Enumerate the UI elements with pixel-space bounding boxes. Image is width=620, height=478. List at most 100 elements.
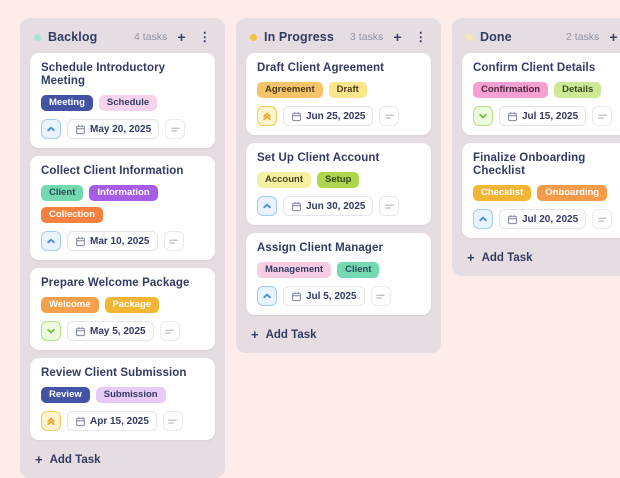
tag-list: Review Submission bbox=[41, 387, 204, 403]
add-task-label: Add Task bbox=[49, 453, 101, 466]
due-date-chip: Apr 15, 2025 bbox=[67, 411, 157, 431]
card-meta-row: Jul 15, 2025 bbox=[473, 106, 620, 126]
column-menu-icon[interactable]: ⋮ bbox=[196, 31, 214, 44]
due-date-label: Jun 25, 2025 bbox=[306, 110, 366, 122]
column-task-count: 4 tasks bbox=[134, 31, 168, 43]
task-card[interactable]: Set Up Client Account Account Setup Jun 3… bbox=[246, 143, 431, 225]
kanban-column: Done 2 tasks + ⋮ Confirm Client Details … bbox=[452, 18, 620, 276]
chevron-up-icon bbox=[479, 216, 487, 222]
plus-icon: + bbox=[467, 250, 475, 265]
task-card[interactable]: Schedule Introductory Meeting Meeting Sch… bbox=[30, 53, 215, 148]
task-title: Prepare Welcome Package bbox=[41, 277, 190, 289]
due-date-label: Apr 15, 2025 bbox=[90, 415, 149, 427]
plus-icon: + bbox=[35, 452, 43, 467]
priority-low-badge bbox=[41, 321, 61, 341]
tag-pill: Details bbox=[554, 82, 602, 98]
task-card[interactable]: Confirm Client Details Confirmation Detai… bbox=[462, 53, 620, 135]
description-icon bbox=[379, 196, 400, 216]
tag-pill: Confirmation bbox=[473, 82, 549, 98]
description-icon bbox=[163, 231, 184, 251]
description-icon bbox=[162, 411, 183, 431]
tag-pill: Information bbox=[89, 185, 158, 201]
card-meta-row: Jun 30, 2025 bbox=[257, 196, 420, 216]
calendar-icon bbox=[75, 236, 86, 247]
chevron-up-icon bbox=[47, 238, 55, 244]
description-icon bbox=[592, 106, 613, 126]
chevron-up-icon bbox=[263, 293, 271, 299]
due-date-label: Jul 20, 2025 bbox=[522, 213, 579, 225]
card-list: Confirm Client Details Confirmation Detai… bbox=[462, 53, 620, 238]
priority-low-badge bbox=[473, 106, 493, 126]
tag-list: Checklist Onboarding bbox=[473, 185, 620, 201]
description-icon bbox=[379, 106, 400, 126]
tag-pill: Welcome bbox=[41, 297, 99, 313]
add-card-plus-icon[interactable]: + bbox=[390, 30, 404, 44]
tag-pill: Client bbox=[41, 185, 84, 201]
due-date-label: May 5, 2025 bbox=[90, 325, 146, 337]
calendar-icon bbox=[507, 214, 518, 225]
card-meta-row: Jul 5, 2025 bbox=[257, 286, 420, 306]
tag-list: Agreement Draft bbox=[257, 82, 420, 98]
priority-medium-badge bbox=[473, 209, 493, 229]
tag-pill: Client bbox=[337, 262, 380, 278]
calendar-icon bbox=[291, 111, 302, 122]
tag-pill: Management bbox=[257, 262, 332, 278]
priority-medium-badge bbox=[41, 119, 61, 139]
tag-pill: Collection bbox=[41, 207, 103, 223]
due-date-chip: Jun 25, 2025 bbox=[283, 106, 374, 126]
task-card[interactable]: Finalize Onboarding Checklist Checklist O… bbox=[462, 143, 620, 238]
tag-pill: Schedule bbox=[98, 95, 158, 111]
add-card-plus-icon[interactable]: + bbox=[606, 30, 620, 44]
card-list: Schedule Introductory Meeting Meeting Sch… bbox=[30, 53, 215, 440]
description-icon bbox=[165, 119, 186, 139]
column-header: In Progress 3 tasks + ⋮ bbox=[246, 26, 431, 53]
column-status-dot bbox=[466, 33, 473, 41]
kanban-column: Backlog 4 tasks + ⋮ Schedule Introductor… bbox=[20, 18, 225, 478]
task-card[interactable]: Draft Client Agreement Agreement Draft Ju… bbox=[246, 53, 431, 135]
add-task-label: Add Task bbox=[265, 328, 317, 341]
calendar-icon bbox=[75, 416, 86, 427]
add-task-button[interactable]: + Add Task bbox=[462, 249, 535, 266]
tag-pill: Checklist bbox=[473, 185, 532, 201]
task-title: Draft Client Agreement bbox=[257, 62, 385, 74]
due-date-label: May 20, 2025 bbox=[90, 123, 152, 135]
due-date-label: Jun 30, 2025 bbox=[306, 200, 366, 212]
column-menu-icon[interactable]: ⋮ bbox=[412, 31, 430, 44]
tag-pill: Review bbox=[41, 387, 90, 403]
priority-high-badge bbox=[257, 106, 277, 126]
tag-pill: Meeting bbox=[41, 95, 93, 111]
task-title: Schedule Introductory Meeting bbox=[41, 62, 166, 87]
tag-list: Account Setup bbox=[257, 172, 420, 188]
due-date-chip: May 5, 2025 bbox=[67, 321, 154, 341]
chevron-up-icon bbox=[47, 126, 55, 132]
tag-pill: Package bbox=[104, 297, 160, 313]
priority-medium-badge bbox=[257, 196, 277, 216]
column-title: In Progress bbox=[264, 30, 334, 44]
task-card[interactable]: Prepare Welcome Package Welcome Package M… bbox=[30, 268, 215, 350]
tag-list: Client Information Collection bbox=[41, 185, 204, 223]
chevrons-up-icon bbox=[47, 417, 55, 426]
card-meta-row: Jul 20, 2025 bbox=[473, 209, 620, 229]
due-date-label: Jul 15, 2025 bbox=[522, 110, 579, 122]
add-task-button[interactable]: + Add Task bbox=[246, 326, 319, 343]
description-icon bbox=[592, 209, 613, 229]
priority-medium-badge bbox=[257, 286, 277, 306]
add-task-label: Add Task bbox=[481, 251, 533, 264]
priority-medium-badge bbox=[41, 231, 61, 251]
tag-pill: Onboarding bbox=[537, 185, 608, 201]
due-date-chip: Jul 5, 2025 bbox=[283, 286, 365, 306]
task-card[interactable]: Assign Client Manager Management Client J… bbox=[246, 233, 431, 315]
task-card[interactable]: Review Client Submission Review Submissio… bbox=[30, 358, 215, 440]
column-header: Done 2 tasks + ⋮ bbox=[462, 26, 620, 53]
column-header: Backlog 4 tasks + ⋮ bbox=[30, 26, 215, 53]
task-card[interactable]: Collect Client Information Client Informa… bbox=[30, 156, 215, 260]
tag-list: Confirmation Details bbox=[473, 82, 620, 98]
column-title: Backlog bbox=[48, 30, 98, 44]
due-date-chip: May 20, 2025 bbox=[67, 119, 160, 139]
chevron-up-icon bbox=[263, 203, 271, 209]
add-card-plus-icon[interactable]: + bbox=[174, 30, 188, 44]
add-task-button[interactable]: + Add Task bbox=[30, 451, 103, 468]
task-title: Set Up Client Account bbox=[257, 152, 380, 164]
task-title: Collect Client Information bbox=[41, 165, 184, 177]
